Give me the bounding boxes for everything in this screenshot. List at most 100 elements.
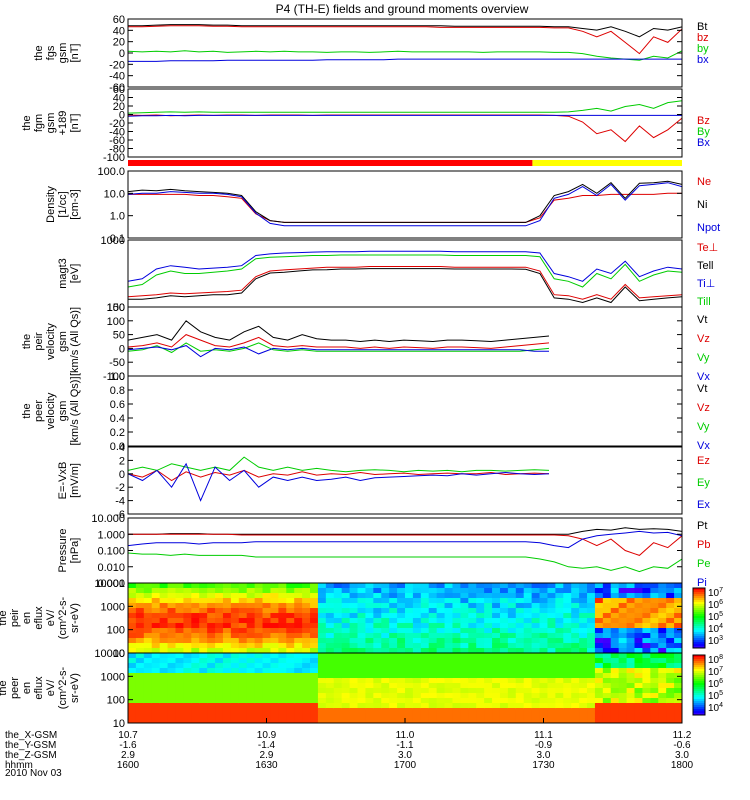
spectrogram-cell	[674, 698, 682, 704]
spectrogram-cell	[175, 688, 184, 694]
spectrogram-cell	[135, 678, 145, 684]
spectrogram-cell	[468, 603, 477, 609]
spectrogram-cell	[302, 673, 311, 679]
spectrogram-cell	[310, 643, 319, 649]
spectrogram-cell	[515, 613, 525, 619]
spectrogram-cell	[341, 658, 351, 664]
spectrogram-cell	[294, 668, 303, 674]
spectrogram-cell	[310, 653, 319, 659]
spectrogram-cell	[563, 708, 572, 714]
spectrogram-cell	[302, 643, 311, 649]
spectrogram-cell	[547, 633, 556, 639]
spectrogram-cell	[460, 688, 469, 694]
spectrogram-cell	[666, 658, 675, 664]
colorbar-step	[693, 677, 705, 680]
spectrogram-cell	[674, 603, 682, 609]
spectrogram-cell	[325, 588, 335, 594]
spectrogram-cell	[302, 648, 311, 653]
spectrogram-cell	[460, 613, 469, 619]
series-lines	[128, 456, 550, 502]
spectrogram-cell	[634, 703, 644, 709]
spectrogram-cell	[262, 673, 272, 679]
spectrogram-cell	[175, 593, 184, 599]
y-tick-label: 1.000	[97, 529, 125, 541]
spectrogram-cell	[183, 673, 192, 679]
spectrogram-cell	[151, 643, 161, 649]
spectrogram-cell	[674, 623, 682, 629]
spectrogram-cell	[191, 663, 200, 669]
spectrogram-cell	[135, 683, 145, 689]
spectrogram-cell	[222, 603, 232, 609]
spectrogram-cell	[594, 718, 604, 723]
spectrogram-cell	[547, 593, 556, 599]
y-axis-label-line: [eV]	[69, 264, 81, 284]
spectrogram-cell	[222, 593, 232, 599]
series-Npot	[128, 182, 682, 227]
spectrogram-cell	[317, 693, 327, 699]
spectrogram-cell	[341, 608, 351, 614]
spectrogram-cell	[405, 588, 414, 594]
legend-entry: bx	[697, 54, 709, 66]
spectrogram-cell	[143, 663, 153, 669]
spectrogram-cell	[286, 653, 295, 659]
spectrogram-cell	[270, 663, 279, 669]
spectrogram-cell	[602, 588, 612, 594]
spectrogram-cell	[183, 623, 192, 629]
colorbar-step	[693, 608, 705, 611]
spectrogram-cell	[238, 628, 248, 634]
spectrogram-cell	[333, 708, 343, 714]
spectrogram-cell	[618, 618, 628, 624]
spectrogram-cell	[207, 583, 216, 589]
spectrogram-cell	[412, 623, 422, 629]
spectrogram-cell	[238, 608, 248, 614]
series-lines	[128, 250, 682, 304]
spectrogram-cell	[499, 678, 509, 684]
spectrogram-cell	[294, 638, 303, 644]
spectrogram-cell	[476, 628, 485, 634]
spectrogram-cell	[167, 708, 177, 714]
spectrogram-cell	[373, 583, 382, 589]
spectrogram-cell	[531, 678, 541, 684]
spectrogram-cell	[191, 653, 200, 659]
spectrogram-cell	[230, 668, 240, 674]
spectrogram-cell	[412, 648, 422, 653]
spectrogram-cell	[191, 588, 200, 594]
spectrogram-cell	[373, 668, 382, 674]
spectrogram-cell	[151, 603, 161, 609]
spectrogram-cell	[539, 678, 549, 684]
spectrogram-cell	[238, 663, 248, 669]
spectrogram-cell	[357, 688, 367, 694]
spectrogram-cell	[507, 693, 517, 699]
spectrogram-cell	[579, 658, 588, 664]
y-tick-label: -40	[109, 71, 125, 83]
spectrogram-cell	[167, 593, 177, 599]
spectrogram-cell	[381, 683, 390, 689]
spectrogram-cell	[674, 718, 682, 723]
spectrogram-cell	[547, 658, 556, 664]
spectrogram-cell	[262, 703, 272, 709]
spectrogram-cell	[587, 688, 596, 694]
spectrogram-cell	[405, 683, 414, 689]
spectrogram-cell	[341, 688, 351, 694]
spectrogram-cell	[270, 713, 279, 719]
spectrogram-cell	[246, 688, 256, 694]
spectrogram-cell	[515, 683, 525, 689]
spectrogram-cell	[492, 668, 501, 674]
spectrogram-cell	[159, 623, 169, 629]
spectrogram-cell	[151, 658, 161, 664]
spectrogram-cell	[135, 698, 145, 704]
spectrogram-cell	[222, 588, 232, 594]
spectrogram-cell	[618, 608, 628, 614]
spectrogram-cell	[389, 593, 398, 599]
spectrogram-cell	[610, 598, 620, 604]
spectrogram-cell	[389, 658, 398, 664]
spectrogram-cell	[302, 708, 311, 714]
spectrogram-cell	[444, 623, 454, 629]
spectrogram-cell	[254, 633, 264, 639]
spectrogram-cell	[436, 593, 446, 599]
y-tick-label: 10000	[94, 578, 125, 590]
spectrogram-cell	[626, 598, 636, 604]
spectrogram-cell	[594, 663, 604, 669]
spectrogram-cell	[191, 643, 200, 649]
spectrogram-cell	[254, 638, 264, 644]
